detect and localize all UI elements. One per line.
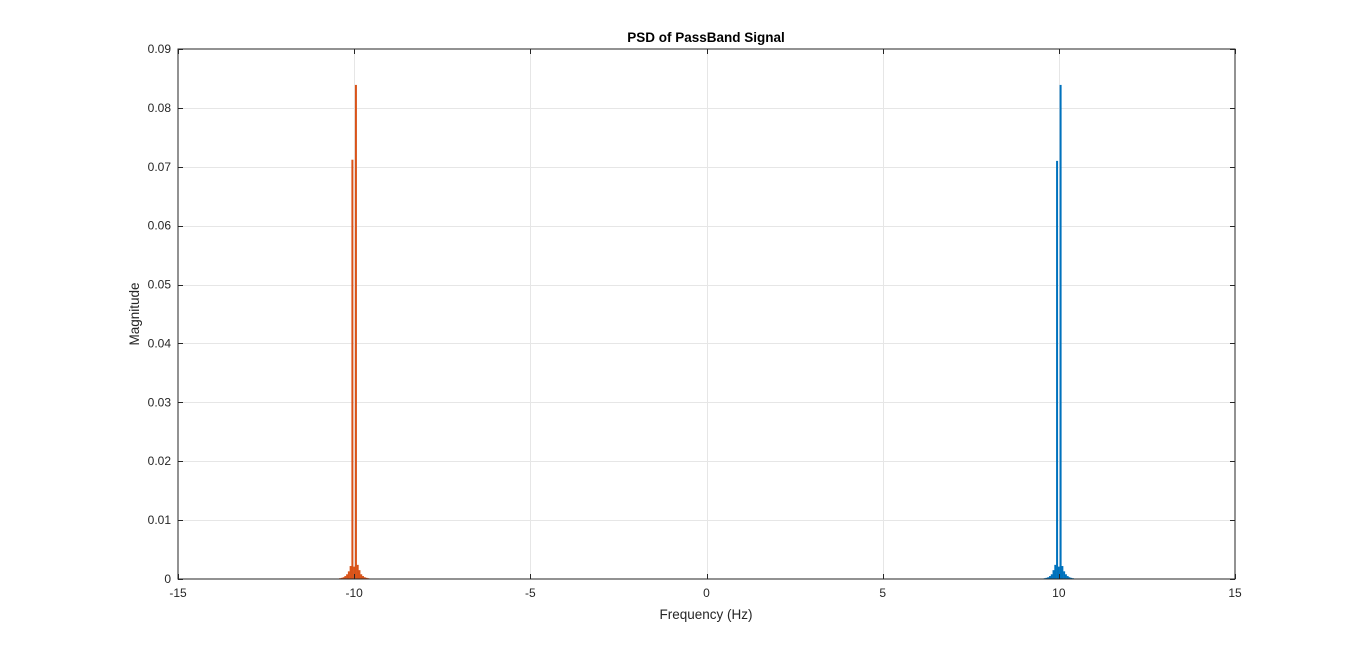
psd-bar [356, 564, 359, 579]
psd-bar [363, 577, 366, 579]
psd-bar [365, 577, 368, 579]
bar-series-1 [1043, 84, 1074, 579]
psd-bar [1056, 160, 1059, 579]
x-tick-labels: -15 -10 -5 0 5 10 15 [169, 586, 1242, 600]
psd-bar [349, 566, 352, 579]
grid [178, 49, 1235, 579]
psd-bar [1045, 577, 1048, 579]
x-tick-label: -10 [345, 586, 363, 600]
psd-bar [354, 84, 357, 579]
psd-bar [1070, 577, 1073, 579]
psd-bar [351, 159, 354, 579]
x-tick-label: -5 [525, 586, 536, 600]
x-tick-label: -15 [169, 586, 187, 600]
y-tick-label: 0.07 [148, 160, 172, 174]
bar-series-2 [339, 84, 370, 579]
psd-bar [1063, 571, 1066, 579]
psd-bar [1050, 574, 1053, 579]
psd-bar [1059, 84, 1062, 579]
axes-background [177, 48, 1236, 580]
psd-bar [358, 570, 361, 579]
psd-bar [1061, 566, 1064, 579]
psd-bar [1064, 574, 1067, 579]
y-tick-label: 0.09 [148, 42, 172, 56]
y-tick-label: 0.01 [148, 513, 172, 527]
y-tick-label: 0 [164, 572, 171, 586]
y-tick-label: 0.03 [148, 395, 172, 409]
chart-title: PSD of PassBand Signal [627, 30, 785, 45]
x-tick-label: 5 [879, 586, 886, 600]
tick-marks [178, 49, 1236, 580]
y-tick-label: 0.08 [148, 101, 172, 115]
x-axis-label: Frequency (Hz) [659, 607, 752, 622]
x-tick-label: 15 [1228, 586, 1242, 600]
y-axis-label: Magnitude [127, 282, 142, 345]
psd-bar [1057, 566, 1060, 579]
bar-series-group [339, 84, 1074, 579]
psd-bar [347, 571, 350, 579]
y-tick-label: 0.05 [148, 278, 172, 292]
axes-frame [177, 48, 1236, 580]
psd-bar [353, 566, 356, 579]
psd-bar [1049, 576, 1052, 579]
psd-bar [346, 574, 349, 579]
y-tick-label: 0.06 [148, 219, 172, 233]
psd-bar [1052, 570, 1055, 579]
psd-bar [1054, 564, 1057, 579]
psd-bar [344, 576, 347, 579]
psd-bar [340, 577, 343, 579]
y-tick-labels: 0 0.01 0.02 0.03 0.04 0.05 0.06 0.07 0.08 0.09 [148, 42, 172, 586]
psd-bar [1047, 577, 1050, 579]
psd-bar [360, 574, 363, 579]
psd-bar [342, 577, 345, 579]
psd-bar [361, 576, 364, 579]
psd-bar [1066, 576, 1069, 579]
x-tick-label: 10 [1052, 586, 1066, 600]
y-tick-label: 0.04 [148, 336, 172, 350]
y-tick-label: 0.02 [148, 454, 172, 468]
x-tick-label: 0 [703, 586, 710, 600]
psd-bar [1068, 577, 1071, 579]
